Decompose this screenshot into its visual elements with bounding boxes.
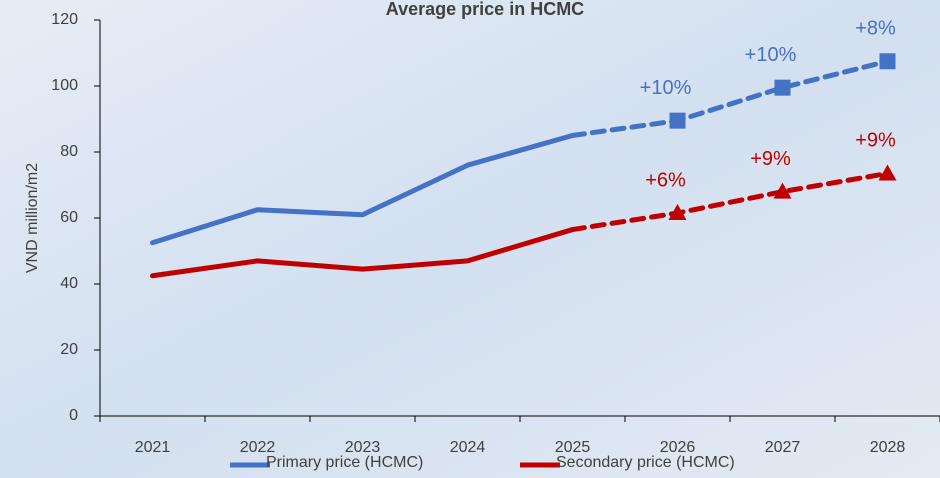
y-axis-label: VND million/m2 [24, 163, 41, 273]
line-forecast [570, 58, 890, 138]
point-label: +9% [855, 130, 896, 152]
point-label: +10% [745, 44, 797, 66]
line-forecast [570, 170, 890, 233]
y-tick-label: 20 [60, 341, 78, 358]
y-tick-label: 120 [51, 11, 78, 28]
y-tick-label: 40 [60, 275, 78, 292]
chart-title: Average price in HCMC [386, 0, 584, 19]
x-tick-label: 2023 [345, 439, 381, 456]
x-tick-label: 2027 [765, 439, 801, 456]
y-tick-label: 60 [60, 209, 78, 226]
legend-label: Secondary price (HCMC) [556, 454, 735, 471]
point-label: +10% [640, 77, 692, 99]
y-tick-label: 100 [51, 77, 78, 94]
x-tick-label: 2022 [240, 439, 276, 456]
marker [773, 182, 792, 199]
point-label: +9% [750, 148, 791, 170]
y-tick-label: 0 [69, 407, 78, 424]
line-actual [150, 227, 575, 279]
marker [668, 204, 687, 221]
marker [879, 53, 896, 70]
marker [774, 79, 791, 96]
y-tick-label: 80 [60, 143, 78, 160]
x-tick-label: 2026 [660, 439, 696, 456]
x-tick-label: 2024 [450, 439, 486, 456]
point-label: +6% [645, 169, 686, 191]
line-actual [150, 133, 575, 246]
marker [669, 112, 686, 129]
point-label: +8% [855, 18, 896, 40]
marker [878, 164, 897, 181]
x-tick-label: 2025 [555, 439, 591, 456]
x-tick-label: 2021 [135, 439, 171, 456]
x-tick-label: 2028 [870, 439, 906, 456]
legend-label: Primary price (HCMC) [266, 454, 423, 471]
